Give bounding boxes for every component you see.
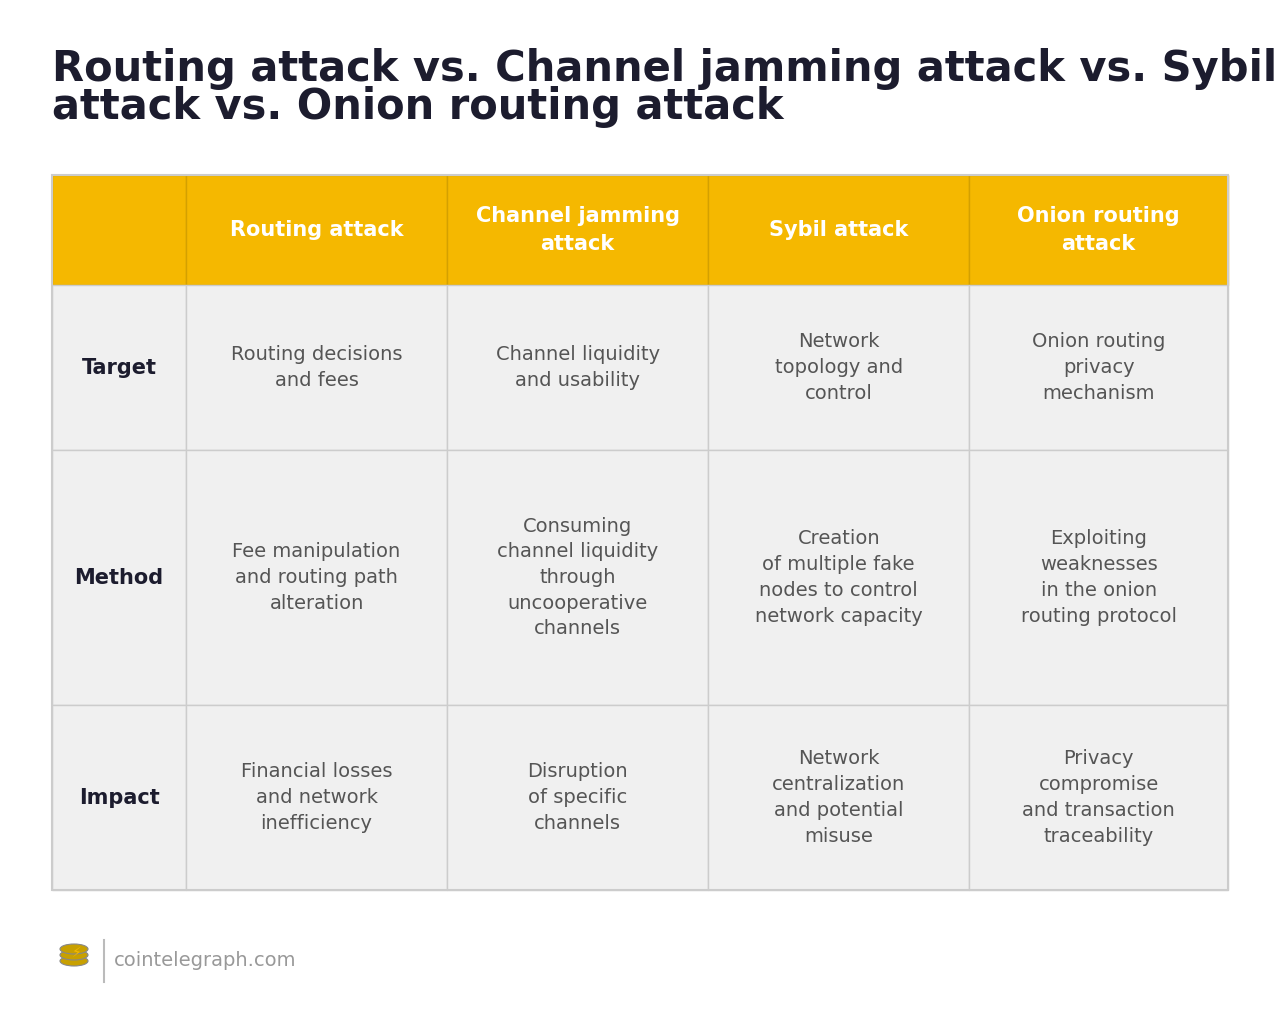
Text: Impact: Impact bbox=[78, 787, 160, 808]
Text: ⚡: ⚡ bbox=[72, 946, 82, 960]
Text: attack vs. Onion routing attack: attack vs. Onion routing attack bbox=[52, 86, 783, 128]
Bar bbox=[186, 705, 447, 890]
Text: Disruption
of specific
channels: Disruption of specific channels bbox=[527, 762, 628, 833]
Text: Exploiting
weaknesses
in the onion
routing protocol: Exploiting weaknesses in the onion routi… bbox=[1020, 529, 1176, 626]
Ellipse shape bbox=[60, 950, 88, 960]
Text: Financial losses
and network
inefficiency: Financial losses and network inefficienc… bbox=[241, 762, 393, 833]
Ellipse shape bbox=[60, 944, 88, 954]
Bar bbox=[708, 285, 969, 450]
Text: Sybil attack: Sybil attack bbox=[769, 220, 909, 240]
Bar bbox=[52, 285, 186, 450]
Text: Target: Target bbox=[82, 358, 156, 377]
Bar bbox=[708, 175, 969, 285]
Bar bbox=[447, 285, 708, 450]
Bar bbox=[447, 450, 708, 705]
Ellipse shape bbox=[60, 956, 88, 966]
Bar bbox=[969, 175, 1228, 285]
Bar bbox=[969, 450, 1228, 705]
Text: Method: Method bbox=[74, 567, 164, 587]
Bar bbox=[708, 705, 969, 890]
Text: Network
centralization
and potential
misuse: Network centralization and potential mis… bbox=[772, 749, 905, 846]
Bar bbox=[52, 175, 1228, 890]
Bar bbox=[969, 285, 1228, 450]
Bar bbox=[447, 705, 708, 890]
Text: Consuming
channel liquidity
through
uncooperative
channels: Consuming channel liquidity through unco… bbox=[497, 516, 658, 638]
Bar bbox=[52, 175, 186, 285]
Bar bbox=[52, 705, 186, 890]
Text: Channel jamming
attack: Channel jamming attack bbox=[476, 207, 680, 254]
Text: Onion routing
attack: Onion routing attack bbox=[1018, 207, 1180, 254]
Text: Routing attack vs. Channel jamming attack vs. Sybil: Routing attack vs. Channel jamming attac… bbox=[52, 48, 1277, 90]
Bar bbox=[447, 175, 708, 285]
Text: Fee manipulation
and routing path
alteration: Fee manipulation and routing path altera… bbox=[233, 542, 401, 613]
Bar bbox=[186, 285, 447, 450]
Text: Onion routing
privacy
mechanism: Onion routing privacy mechanism bbox=[1032, 332, 1165, 403]
Text: Creation
of multiple fake
nodes to control
network capacity: Creation of multiple fake nodes to contr… bbox=[755, 529, 923, 626]
Text: Network
topology and
control: Network topology and control bbox=[774, 332, 902, 403]
Bar bbox=[186, 175, 447, 285]
Bar bbox=[969, 705, 1228, 890]
Text: Routing decisions
and fees: Routing decisions and fees bbox=[230, 345, 402, 390]
Bar bbox=[186, 450, 447, 705]
Bar bbox=[708, 450, 969, 705]
Text: Channel liquidity
and usability: Channel liquidity and usability bbox=[495, 345, 659, 390]
Text: cointelegraph.com: cointelegraph.com bbox=[114, 952, 297, 970]
Bar bbox=[52, 450, 186, 705]
Text: Privacy
compromise
and transaction
traceability: Privacy compromise and transaction trace… bbox=[1023, 749, 1175, 846]
Text: Routing attack: Routing attack bbox=[230, 220, 403, 240]
